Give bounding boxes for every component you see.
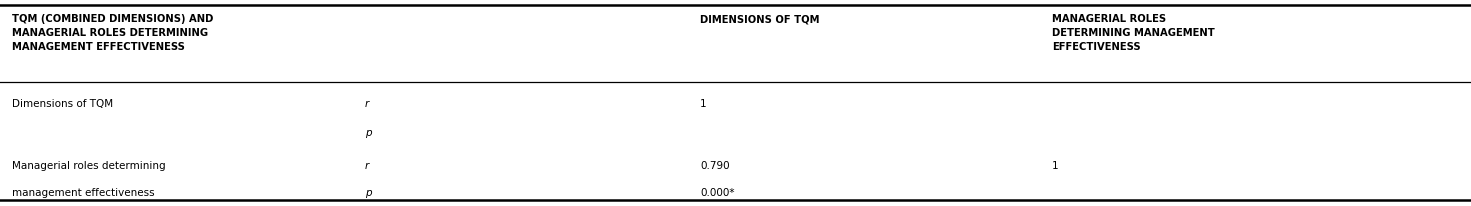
Text: 1: 1 (700, 99, 708, 109)
Text: r: r (365, 99, 369, 109)
Text: 1: 1 (1052, 161, 1059, 171)
Text: Dimensions of TQM: Dimensions of TQM (12, 99, 113, 109)
Text: MANAGERIAL ROLES
DETERMINING MANAGEMENT
EFFECTIVENESS: MANAGERIAL ROLES DETERMINING MANAGEMENT … (1052, 14, 1215, 52)
Text: p: p (365, 128, 372, 138)
Text: 0.000*: 0.000* (700, 187, 734, 197)
Text: management effectiveness: management effectiveness (12, 187, 154, 197)
Text: TQM (COMBINED DIMENSIONS) AND
MANAGERIAL ROLES DETERMINING
MANAGEMENT EFFECTIVEN: TQM (COMBINED DIMENSIONS) AND MANAGERIAL… (12, 14, 213, 52)
Text: r: r (365, 161, 369, 171)
Text: DIMENSIONS OF TQM: DIMENSIONS OF TQM (700, 14, 819, 24)
Text: p: p (365, 187, 372, 197)
Text: Managerial roles determining: Managerial roles determining (12, 161, 165, 171)
Text: 0.790: 0.790 (700, 161, 730, 171)
